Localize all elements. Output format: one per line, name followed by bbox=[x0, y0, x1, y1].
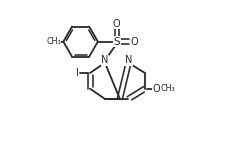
Text: N: N bbox=[125, 55, 132, 65]
Text: O: O bbox=[131, 37, 138, 47]
Text: CH₃: CH₃ bbox=[46, 37, 61, 46]
Text: CH₃: CH₃ bbox=[161, 84, 176, 93]
Text: O: O bbox=[153, 84, 161, 94]
Text: O: O bbox=[113, 19, 121, 29]
Text: N: N bbox=[101, 55, 109, 65]
Text: S: S bbox=[113, 37, 120, 47]
Text: I: I bbox=[76, 68, 79, 78]
